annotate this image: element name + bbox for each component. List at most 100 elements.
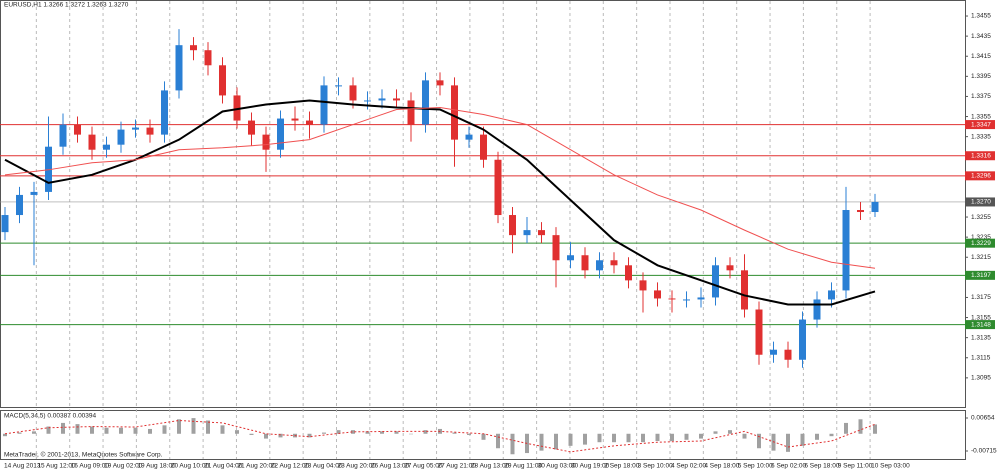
candle-body bbox=[726, 265, 734, 271]
y-tick-label: 1.3255 bbox=[971, 214, 991, 221]
y-tick-label: -0.00715 bbox=[971, 448, 997, 455]
moving-average bbox=[4, 99, 876, 306]
macd-bar bbox=[670, 433, 674, 442]
macd-bar bbox=[481, 433, 486, 440]
candle-body bbox=[146, 127, 154, 135]
candle-body bbox=[335, 85, 342, 87]
moving-average bbox=[4, 106, 876, 269]
macd-bar bbox=[394, 431, 399, 434]
macd-bar bbox=[235, 430, 239, 434]
macd-bar bbox=[409, 433, 413, 435]
candle-body bbox=[538, 230, 545, 236]
macd-bar bbox=[496, 433, 500, 449]
macd-bar bbox=[177, 419, 181, 434]
candle-body bbox=[175, 45, 183, 91]
candle-body bbox=[190, 45, 197, 51]
candle-body bbox=[277, 118, 284, 150]
candle-body bbox=[857, 210, 864, 213]
x-tick-label: 26 Aug 13:00 bbox=[371, 463, 410, 470]
y-tick-label: 1.3375 bbox=[971, 93, 991, 100]
candle-body bbox=[770, 349, 777, 355]
x-tick-label: 6 Sep 02:00 bbox=[771, 463, 806, 470]
candle-body bbox=[480, 134, 487, 160]
candle-body bbox=[349, 85, 357, 101]
macd-bar bbox=[612, 433, 616, 443]
current-price-box bbox=[965, 197, 995, 207]
macd-bar bbox=[336, 430, 341, 434]
level-label: 1.3296 bbox=[971, 173, 991, 180]
macd-bar bbox=[32, 431, 36, 434]
level-label: 1.3347 bbox=[971, 121, 991, 128]
macd-bar bbox=[786, 433, 790, 452]
x-tick-label: 23 Aug 04:00 bbox=[304, 463, 343, 470]
candle-body bbox=[233, 95, 241, 121]
candle-body bbox=[567, 255, 574, 261]
macd-bar bbox=[220, 425, 225, 434]
macd-bar bbox=[3, 433, 7, 437]
level-label: 1.3316 bbox=[971, 152, 991, 159]
x-tick-label: 4 Sep 18:00 bbox=[704, 463, 739, 470]
candle-body bbox=[842, 210, 850, 291]
x-tick-label: 6 Sep 18:00 bbox=[804, 463, 839, 470]
x-tick-label: 15 Aug 12:00 bbox=[37, 463, 76, 470]
x-tick-label: 19 Aug 18:00 bbox=[137, 463, 176, 470]
y-tick-label: 1.3155 bbox=[971, 314, 991, 321]
macd-bar bbox=[61, 422, 65, 434]
macd-bar bbox=[641, 433, 645, 443]
x-tick-label: 19 Aug 02:00 bbox=[104, 463, 143, 470]
candle-body bbox=[451, 85, 458, 140]
candle-body bbox=[509, 215, 516, 236]
candle-body bbox=[393, 98, 400, 101]
macd-bar bbox=[510, 433, 515, 455]
macd-bar bbox=[133, 427, 138, 434]
candle-body bbox=[494, 159, 502, 216]
x-tick-label: 22 Aug 12:00 bbox=[271, 463, 310, 470]
candle-body bbox=[117, 129, 125, 145]
macd-bar bbox=[278, 433, 283, 438]
macd-bar bbox=[757, 433, 761, 449]
x-tick-label: 21 Aug 20:00 bbox=[237, 463, 276, 470]
x-tick-label: 27 Aug 21:00 bbox=[438, 463, 477, 470]
current-price-label: 1.3270 bbox=[971, 199, 991, 206]
y-tick-label: 1.3175 bbox=[971, 294, 991, 301]
candle-body bbox=[683, 299, 690, 301]
x-tick-label: 30 Aug 19:00 bbox=[571, 463, 610, 470]
x-tick-label: 10 Sep 03:00 bbox=[871, 463, 910, 470]
macd-bar bbox=[380, 431, 384, 434]
macd-bar bbox=[249, 433, 254, 435]
x-tick-label: 29 Aug 11:00 bbox=[504, 463, 542, 470]
x-tick-label: 5 Sep 10:00 bbox=[738, 463, 773, 470]
candle-body bbox=[436, 80, 444, 86]
macd-bar bbox=[46, 426, 51, 434]
level-label: 1.3148 bbox=[971, 321, 991, 328]
macd-bar bbox=[452, 432, 457, 434]
macd-bar bbox=[322, 432, 326, 434]
x-tick-label: 14 Aug 2013 bbox=[4, 463, 41, 470]
candle-body bbox=[74, 124, 81, 135]
level-label-box bbox=[965, 171, 995, 181]
chart-title: EURUSD,H1 1.3266 1.3272 1.3263 1.3270 bbox=[4, 2, 129, 9]
macd-bar bbox=[684, 433, 689, 440]
candle-body bbox=[828, 290, 835, 300]
macd-bar bbox=[467, 433, 471, 435]
macd-bar bbox=[873, 424, 877, 434]
candle-body bbox=[407, 100, 415, 125]
candle-body bbox=[654, 290, 661, 299]
macd-bar bbox=[713, 431, 718, 434]
candle-body bbox=[712, 265, 719, 298]
macd-bar bbox=[699, 433, 703, 439]
candle-body bbox=[552, 235, 560, 261]
level-label-box bbox=[965, 120, 995, 130]
candle-body bbox=[465, 134, 473, 140]
candle-body bbox=[204, 50, 212, 66]
candle-body bbox=[871, 201, 879, 213]
candle-body bbox=[103, 144, 110, 150]
macd-bar bbox=[728, 430, 732, 434]
candle-body bbox=[219, 65, 226, 96]
macd-bar bbox=[90, 426, 94, 434]
candle-body bbox=[813, 299, 821, 320]
candle-body bbox=[581, 255, 589, 271]
footer: MetaTrader, © 2001-2013, MetaQuotes Soft… bbox=[4, 451, 163, 459]
macd-bar bbox=[307, 433, 312, 438]
candle-body bbox=[30, 191, 38, 195]
